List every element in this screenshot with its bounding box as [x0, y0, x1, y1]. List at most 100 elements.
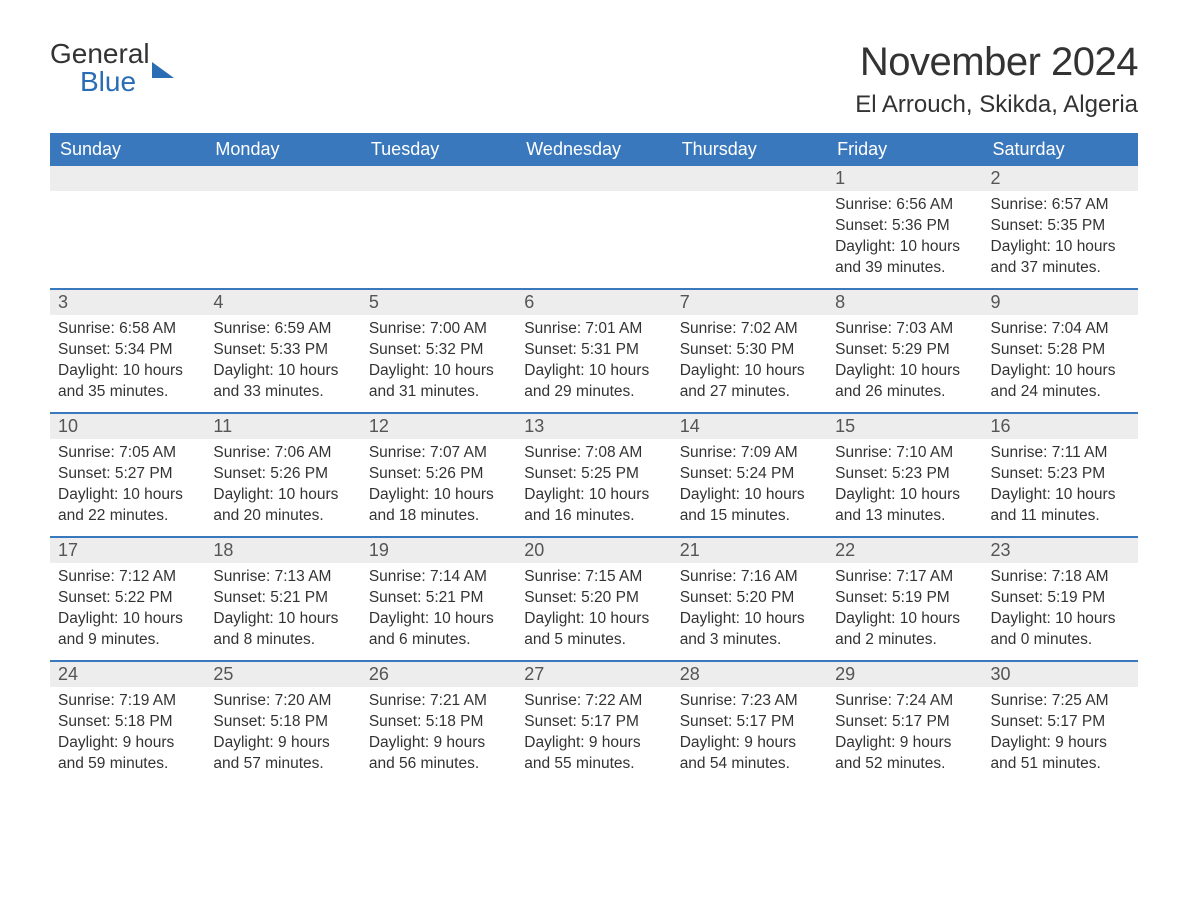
sunset-text: Sunset: 5:18 PM — [369, 712, 512, 733]
sunset-text: Sunset: 5:26 PM — [369, 464, 512, 485]
day-cell: 6Sunrise: 7:01 AMSunset: 5:31 PMDaylight… — [516, 290, 671, 412]
sunrise-text: Sunrise: 7:07 AM — [369, 443, 512, 464]
date-number: 22 — [827, 538, 982, 563]
sunset-text: Sunset: 5:31 PM — [524, 340, 667, 361]
week-row: 10Sunrise: 7:05 AMSunset: 5:27 PMDayligh… — [50, 412, 1138, 536]
page-header: General Blue November 2024 El Arrouch, S… — [50, 40, 1138, 119]
sunset-text: Sunset: 5:24 PM — [680, 464, 823, 485]
date-number: 14 — [672, 414, 827, 439]
date-number — [672, 166, 827, 191]
day-details: Sunrise: 7:08 AMSunset: 5:25 PMDaylight:… — [516, 443, 671, 527]
brand-blue: Blue — [80, 68, 150, 96]
daylight-text: Daylight: 10 hours and 26 minutes. — [835, 361, 978, 403]
date-number: 8 — [827, 290, 982, 315]
sunrise-text: Sunrise: 7:01 AM — [524, 319, 667, 340]
day-cell — [361, 166, 516, 288]
sunrise-text: Sunrise: 7:02 AM — [680, 319, 823, 340]
daylight-text: Daylight: 10 hours and 29 minutes. — [524, 361, 667, 403]
day-details: Sunrise: 7:11 AMSunset: 5:23 PMDaylight:… — [983, 443, 1138, 527]
daylight-text: Daylight: 10 hours and 16 minutes. — [524, 485, 667, 527]
sunset-text: Sunset: 5:27 PM — [58, 464, 201, 485]
date-number: 16 — [983, 414, 1138, 439]
date-number — [50, 166, 205, 191]
day-details: Sunrise: 7:09 AMSunset: 5:24 PMDaylight:… — [672, 443, 827, 527]
sunset-text: Sunset: 5:26 PM — [213, 464, 356, 485]
day-header-cell: Thursday — [672, 133, 827, 166]
day-cell: 23Sunrise: 7:18 AMSunset: 5:19 PMDayligh… — [983, 538, 1138, 660]
date-number — [205, 166, 360, 191]
day-header-cell: Sunday — [50, 133, 205, 166]
day-details: Sunrise: 7:01 AMSunset: 5:31 PMDaylight:… — [516, 319, 671, 403]
sunrise-text: Sunrise: 7:03 AM — [835, 319, 978, 340]
day-cell — [205, 166, 360, 288]
sunrise-text: Sunrise: 7:10 AM — [835, 443, 978, 464]
daylight-text: Daylight: 10 hours and 39 minutes. — [835, 237, 978, 279]
daylight-text: Daylight: 10 hours and 13 minutes. — [835, 485, 978, 527]
day-cell: 25Sunrise: 7:20 AMSunset: 5:18 PMDayligh… — [205, 662, 360, 784]
day-cell: 24Sunrise: 7:19 AMSunset: 5:18 PMDayligh… — [50, 662, 205, 784]
sunset-text: Sunset: 5:17 PM — [991, 712, 1134, 733]
day-details: Sunrise: 6:57 AMSunset: 5:35 PMDaylight:… — [983, 195, 1138, 279]
daylight-text: Daylight: 10 hours and 37 minutes. — [991, 237, 1134, 279]
date-number: 9 — [983, 290, 1138, 315]
day-details: Sunrise: 7:22 AMSunset: 5:17 PMDaylight:… — [516, 691, 671, 775]
sunrise-text: Sunrise: 7:22 AM — [524, 691, 667, 712]
date-number: 21 — [672, 538, 827, 563]
day-cell: 9Sunrise: 7:04 AMSunset: 5:28 PMDaylight… — [983, 290, 1138, 412]
sunrise-text: Sunrise: 7:17 AM — [835, 567, 978, 588]
daylight-text: Daylight: 9 hours and 59 minutes. — [58, 733, 201, 775]
date-number: 2 — [983, 166, 1138, 191]
week-row: 24Sunrise: 7:19 AMSunset: 5:18 PMDayligh… — [50, 660, 1138, 784]
date-number: 19 — [361, 538, 516, 563]
date-number: 17 — [50, 538, 205, 563]
day-details: Sunrise: 7:18 AMSunset: 5:19 PMDaylight:… — [983, 567, 1138, 651]
day-cell: 30Sunrise: 7:25 AMSunset: 5:17 PMDayligh… — [983, 662, 1138, 784]
daylight-text: Daylight: 10 hours and 3 minutes. — [680, 609, 823, 651]
sunset-text: Sunset: 5:17 PM — [835, 712, 978, 733]
sunrise-text: Sunrise: 7:14 AM — [369, 567, 512, 588]
daylight-text: Daylight: 10 hours and 20 minutes. — [213, 485, 356, 527]
date-number: 20 — [516, 538, 671, 563]
day-cell: 3Sunrise: 6:58 AMSunset: 5:34 PMDaylight… — [50, 290, 205, 412]
sunrise-text: Sunrise: 7:12 AM — [58, 567, 201, 588]
date-number: 26 — [361, 662, 516, 687]
date-number: 5 — [361, 290, 516, 315]
date-number — [516, 166, 671, 191]
day-cell: 20 Sunrise: 7:15 AMSunset: 5:20 PMDayligh… — [516, 538, 671, 660]
sunrise-text: Sunrise: 7:00 AM — [369, 319, 512, 340]
day-header-cell: Friday — [827, 133, 982, 166]
day-details: Sunrise: 7:13 AMSunset: 5:21 PMDaylight:… — [205, 567, 360, 651]
day-cell: 19Sunrise: 7:14 AMSunset: 5:21 PMDayligh… — [361, 538, 516, 660]
day-cell — [672, 166, 827, 288]
sunset-text: Sunset: 5:30 PM — [680, 340, 823, 361]
day-details: Sunrise: 7:05 AMSunset: 5:27 PMDaylight:… — [50, 443, 205, 527]
day-cell: 28Sunrise: 7:23 AMSunset: 5:17 PMDayligh… — [672, 662, 827, 784]
sunset-text: Sunset: 5:32 PM — [369, 340, 512, 361]
day-details: Sunrise: 7:23 AMSunset: 5:17 PMDaylight:… — [672, 691, 827, 775]
day-cell — [50, 166, 205, 288]
brand-general: General — [50, 40, 150, 68]
day-details: Sunrise: 7:06 AMSunset: 5:26 PMDaylight:… — [205, 443, 360, 527]
day-cell: 18Sunrise: 7:13 AMSunset: 5:21 PMDayligh… — [205, 538, 360, 660]
day-cell: 13Sunrise: 7:08 AMSunset: 5:25 PMDayligh… — [516, 414, 671, 536]
date-number: 1 — [827, 166, 982, 191]
day-details: Sunrise: 7:19 AMSunset: 5:18 PMDaylight:… — [50, 691, 205, 775]
sunset-text: Sunset: 5:33 PM — [213, 340, 356, 361]
sunset-text: Sunset: 5:21 PM — [213, 588, 356, 609]
day-header-row: SundayMondayTuesdayWednesdayThursdayFrid… — [50, 133, 1138, 166]
daylight-text: Daylight: 10 hours and 6 minutes. — [369, 609, 512, 651]
daylight-text: Daylight: 9 hours and 54 minutes. — [680, 733, 823, 775]
sunset-text: Sunset: 5:34 PM — [58, 340, 201, 361]
day-details: Sunrise: 7:15 AMSunset: 5:20 PMDaylight:… — [516, 567, 671, 651]
daylight-text: Daylight: 9 hours and 55 minutes. — [524, 733, 667, 775]
sunrise-text: Sunrise: 7:05 AM — [58, 443, 201, 464]
day-details: Sunrise: 6:59 AMSunset: 5:33 PMDaylight:… — [205, 319, 360, 403]
sunrise-text: Sunrise: 7:08 AM — [524, 443, 667, 464]
day-details: Sunrise: 6:58 AMSunset: 5:34 PMDaylight:… — [50, 319, 205, 403]
day-details: Sunrise: 7:00 AMSunset: 5:32 PMDaylight:… — [361, 319, 516, 403]
sunrise-text: Sunrise: 6:58 AM — [58, 319, 201, 340]
sunset-text: Sunset: 5:18 PM — [58, 712, 201, 733]
day-details: Sunrise: 7:17 AMSunset: 5:19 PMDaylight:… — [827, 567, 982, 651]
daylight-text: Daylight: 10 hours and 11 minutes. — [991, 485, 1134, 527]
date-number: 11 — [205, 414, 360, 439]
